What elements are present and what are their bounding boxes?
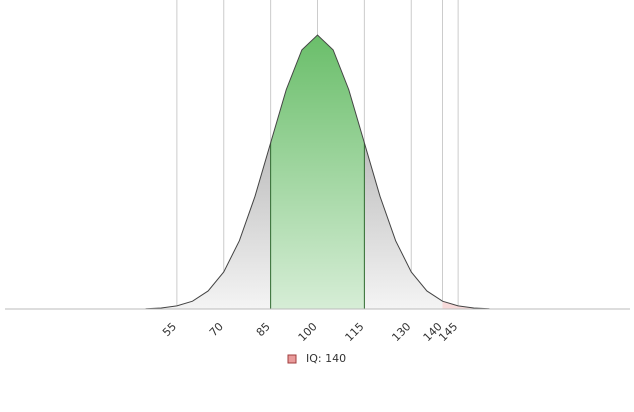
x-tick-label: 100 bbox=[296, 320, 320, 344]
legend-label: IQ: 140 bbox=[306, 352, 346, 365]
x-tick-label: 145 bbox=[436, 320, 460, 344]
highlight-band bbox=[270, 35, 365, 309]
curve-line bbox=[145, 34, 490, 310]
band-shade bbox=[442, 35, 490, 309]
legend-swatch bbox=[287, 354, 297, 364]
x-tick-label: 55 bbox=[160, 320, 179, 339]
x-tick-label: 70 bbox=[207, 320, 226, 339]
x-tick-label: 130 bbox=[389, 320, 413, 344]
band-shade bbox=[270, 35, 365, 309]
x-tick-label: 115 bbox=[343, 320, 367, 344]
highlight-band bbox=[442, 35, 490, 309]
x-tick-label: 85 bbox=[254, 320, 273, 339]
band-fill bbox=[442, 35, 490, 309]
